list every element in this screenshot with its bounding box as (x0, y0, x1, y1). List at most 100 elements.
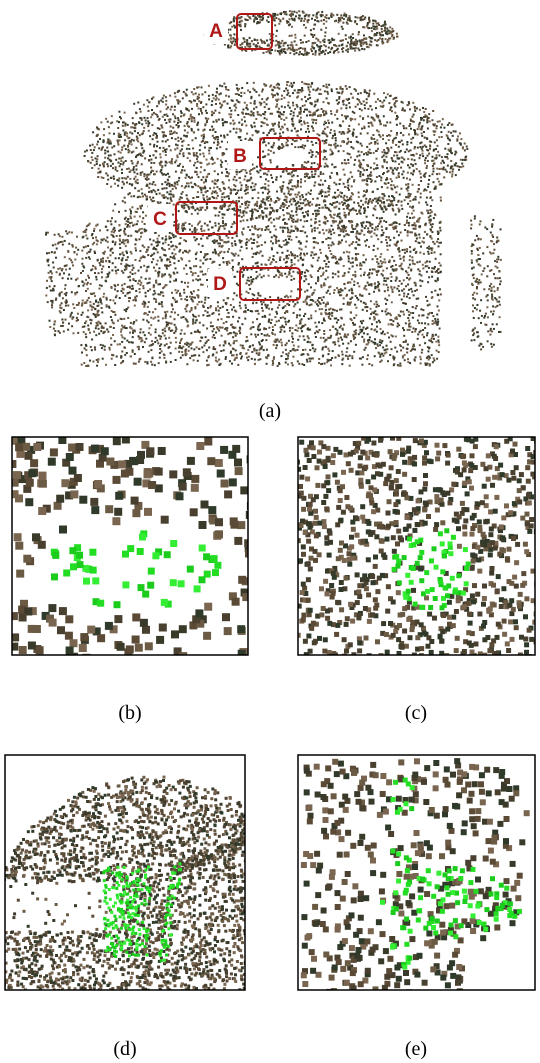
point (381, 38, 383, 40)
point (157, 316, 159, 318)
point (212, 325, 214, 327)
point (94, 308, 96, 310)
point (388, 139, 390, 141)
point (100, 344, 102, 346)
point (122, 336, 124, 338)
point (155, 248, 157, 250)
point (139, 205, 141, 207)
point (106, 147, 108, 149)
point (336, 14, 338, 16)
point (363, 34, 365, 36)
point (288, 24, 290, 26)
point (222, 119, 224, 121)
point (432, 123, 434, 125)
point (135, 156, 137, 158)
point (350, 46, 352, 48)
point (304, 176, 306, 178)
point (105, 260, 107, 262)
point (256, 205, 258, 207)
point (250, 18, 252, 20)
point (200, 166, 202, 168)
point (433, 149, 435, 151)
point (450, 166, 452, 168)
point (396, 100, 398, 102)
point (198, 94, 200, 96)
point (322, 173, 324, 175)
point (330, 110, 332, 112)
point (316, 14, 318, 16)
point (83, 331, 85, 333)
point (292, 189, 294, 191)
point (381, 156, 383, 158)
point (361, 109, 363, 111)
point (139, 332, 141, 334)
point (228, 248, 230, 250)
point (181, 141, 183, 143)
point (410, 142, 412, 144)
point (169, 95, 171, 97)
point (170, 190, 172, 192)
point (317, 153, 319, 155)
point (195, 137, 197, 139)
point (233, 18, 235, 20)
point (322, 184, 324, 186)
point (193, 155, 195, 157)
point (113, 133, 115, 135)
point (143, 127, 145, 129)
point (215, 309, 217, 311)
point (125, 245, 127, 247)
point (283, 97, 285, 99)
page: A B C D (a) (b) (c) (d) (e) (() => { con… (0, 0, 540, 1063)
point (295, 211, 297, 213)
point (330, 154, 332, 156)
point (226, 316, 228, 318)
point (356, 23, 358, 25)
point (218, 313, 220, 315)
point (194, 307, 196, 309)
point (404, 110, 406, 112)
point (170, 109, 172, 111)
point (124, 283, 126, 285)
point (341, 192, 343, 194)
point (84, 155, 86, 157)
point (144, 117, 146, 119)
point (227, 134, 229, 136)
point (142, 346, 144, 348)
point (250, 111, 252, 113)
point (281, 106, 283, 108)
point (286, 170, 288, 172)
point (115, 166, 117, 168)
point (454, 153, 456, 155)
point (139, 228, 141, 230)
point (323, 151, 325, 153)
point (189, 250, 191, 252)
point (298, 205, 300, 207)
point (102, 141, 104, 143)
point (313, 24, 315, 26)
point (433, 163, 435, 165)
point (141, 119, 143, 121)
point (385, 221, 387, 223)
point (324, 114, 326, 116)
point (432, 156, 434, 158)
point (181, 145, 183, 147)
point (417, 128, 419, 130)
point (223, 299, 225, 301)
point (284, 124, 286, 126)
point (101, 311, 103, 313)
point (342, 91, 344, 93)
point (127, 145, 129, 147)
point (101, 276, 103, 278)
point (266, 103, 268, 105)
point (235, 171, 237, 173)
point (391, 200, 393, 202)
point (154, 184, 156, 186)
point (150, 116, 152, 118)
point (136, 173, 138, 175)
point (278, 124, 280, 126)
point (231, 226, 233, 228)
point (340, 230, 342, 232)
point (280, 42, 282, 44)
point (103, 134, 105, 136)
point (301, 124, 303, 126)
